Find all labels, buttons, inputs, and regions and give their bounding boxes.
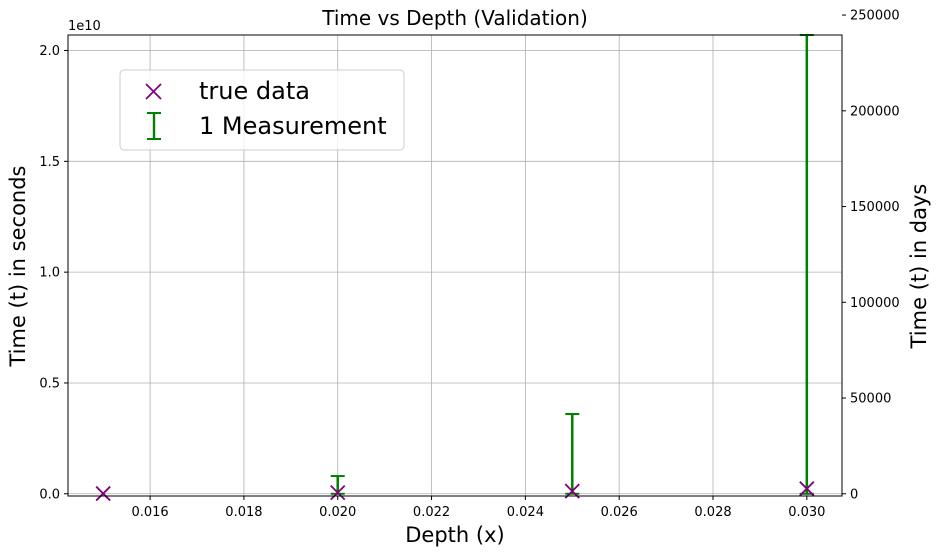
- legend-label-measurement: 1 Measurement: [199, 112, 387, 140]
- y-axis-label: Time (t) in seconds: [6, 165, 30, 367]
- y-right-tick-label: 250000: [850, 9, 900, 24]
- legend: true data 1 Measurement: [119, 69, 405, 151]
- y-axis-scale-label: 1e10: [68, 19, 101, 34]
- legend-marker-measurement: [147, 112, 161, 140]
- legend-marker-true-data: [145, 83, 162, 100]
- x-axis-ticks: 0.016 0.018 0.020 0.022 0.024 0.026 0.028 0.030: [131, 496, 825, 520]
- plot-frame: [67, 34, 843, 497]
- y-right-axis-ticks: 0 50000 100000 150000 200000 250000: [842, 9, 900, 502]
- x-tick-label: 0.026: [601, 505, 638, 520]
- x-tick-label: 0.020: [319, 505, 356, 520]
- true-data-point: [799, 481, 815, 497]
- x-tick-label: 0.022: [413, 505, 450, 520]
- x-tick-label: 0.030: [788, 505, 825, 520]
- true-data-marker-stroke: [330, 485, 346, 501]
- y-right-tick-label: 150000: [850, 200, 900, 215]
- true-data-point: [330, 485, 346, 501]
- x-tick-label: 0.024: [507, 505, 544, 520]
- legend-label-true-data: true data: [199, 77, 310, 105]
- y-tick-label: 0.0: [39, 487, 60, 502]
- legend-box: [119, 69, 405, 151]
- x-tick-label: 0.016: [131, 505, 168, 520]
- x-axis-label: Depth (x): [405, 523, 504, 547]
- y-axis-ticks: 0.0 0.5 1.0 1.5 2.0: [39, 44, 68, 502]
- y-right-tick-label: 50000: [850, 392, 891, 407]
- y-tick-label: 1.0: [39, 266, 60, 281]
- y-right-tick-label: 200000: [850, 104, 900, 119]
- true-data-point: [95, 485, 111, 502]
- y-right-tick-label: 100000: [850, 296, 900, 311]
- true-data-marker-stroke: [95, 485, 111, 502]
- chart-title: Time vs Depth (Validation): [321, 6, 588, 30]
- y-tick-label: 2.0: [39, 44, 60, 59]
- x-tick-label: 0.018: [225, 505, 262, 520]
- y-tick-label: 0.5: [39, 376, 60, 391]
- x-tick-label: 0.028: [694, 505, 731, 520]
- y-right-axis-label: Time (t) in days: [907, 184, 931, 350]
- y-right-tick-label: 0: [850, 487, 858, 502]
- y-tick-label: 1.5: [39, 155, 60, 170]
- true-data-marker-stroke: [799, 481, 815, 497]
